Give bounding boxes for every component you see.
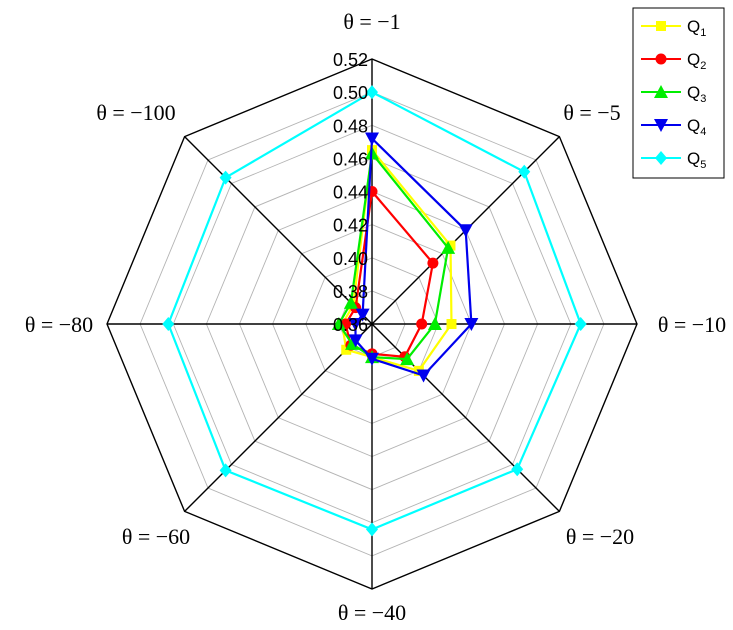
legend-label-q5: Q [687, 149, 700, 168]
point-q5-4 [366, 522, 378, 537]
legend-entry-q2: Q2 [641, 50, 706, 72]
series-layer [162, 85, 587, 537]
point-q5-0 [366, 85, 378, 100]
point-q5-6 [162, 317, 175, 331]
legend-sub-q1: 1 [700, 27, 706, 39]
point-q4-2 [464, 318, 479, 331]
axis-label-theta-1: θ = −1 [343, 9, 400, 34]
point-q4-4 [365, 352, 379, 366]
svg-text:Q5: Q5 [687, 149, 706, 171]
point-q4-5 [348, 334, 363, 348]
point-q2-2 [416, 318, 428, 330]
tick-label-1: 0.38 [333, 282, 368, 302]
spoke-5 [184, 323, 373, 512]
tick-label-3: 0.42 [333, 216, 368, 236]
point-q3-6 [331, 317, 346, 330]
point-q3-1 [441, 240, 456, 254]
axis-labels: θ = −1 θ = −5 θ = −10 θ = −20 θ = −40 θ … [25, 9, 726, 625]
point-q5-1 [518, 164, 531, 179]
legend-label-q1: Q [687, 17, 700, 36]
point-q4-6 [348, 318, 363, 331]
svg-text:Q1: Q1 [687, 17, 706, 39]
tick-label-4: 0.44 [333, 183, 368, 203]
point-q5-3 [511, 462, 524, 477]
legend-entry-q4: Q4 [641, 116, 706, 138]
legend: Q1 Q2 Q3 Q4 Q5 [632, 7, 725, 179]
spoke-3 [371, 323, 560, 512]
series-q4 [348, 132, 479, 383]
axis-label-theta-40: θ = −40 [338, 600, 406, 625]
point-q3-3 [400, 352, 415, 366]
spoke-7 [184, 136, 373, 325]
point-q5-5 [219, 463, 232, 478]
legend-label-q3: Q [687, 83, 700, 102]
legend-sub-q5: 5 [700, 159, 706, 171]
point-q5-2 [574, 317, 587, 331]
tick-label-8: 0.52 [333, 50, 368, 70]
point-q3-2 [427, 317, 442, 330]
legend-sub-q3: 3 [700, 93, 706, 105]
legend-marker-q3 [654, 85, 668, 98]
tick-label-2: 0.40 [333, 249, 368, 269]
radial-tick-labels: 0.36 0.38 0.40 0.42 0.44 0.46 0.48 0.50 … [333, 50, 368, 335]
tick-label-0: 0.36 [333, 315, 368, 335]
svg-text:Q3: Q3 [687, 83, 706, 105]
legend-label-q2: Q [687, 50, 700, 69]
axis-label-theta-60: θ = −60 [122, 524, 190, 549]
legend-sub-q4: 4 [700, 126, 706, 138]
axis-label-theta-80: θ = −80 [25, 312, 93, 337]
tick-label-6: 0.48 [333, 116, 368, 136]
legend-entry-q5: Q5 [641, 149, 706, 171]
point-q1-2 [446, 319, 457, 329]
point-q4-1 [458, 224, 473, 238]
axis-label-theta-5: θ = −5 [563, 100, 620, 125]
series-q5 [162, 85, 587, 537]
tick-label-5: 0.46 [333, 149, 368, 169]
point-q2-1 [427, 257, 439, 269]
legend-entry-q1: Q1 [641, 17, 706, 39]
legend-marker-q5 [655, 151, 667, 165]
point-q4-3 [416, 369, 431, 383]
legend-sub-q2: 2 [700, 60, 706, 72]
svg-text:Q2: Q2 [687, 50, 706, 72]
axis-label-theta-10: θ = −10 [658, 312, 726, 337]
legend-marker-q1 [656, 21, 666, 31]
svg-text:Q4: Q4 [687, 116, 706, 138]
axis-label-theta-100: θ = −100 [96, 100, 175, 125]
legend-entry-q3: Q3 [641, 83, 706, 105]
legend-label-q4: Q [687, 116, 700, 135]
legend-marker-q2 [655, 53, 667, 65]
point-q4-0 [365, 132, 379, 146]
axis-label-theta-20: θ = −20 [566, 524, 634, 549]
tick-label-7: 0.50 [333, 83, 368, 103]
legend-marker-q4 [654, 119, 668, 132]
point-q4-7 [355, 308, 370, 322]
point-q5-7 [219, 170, 232, 185]
point-q3-7 [343, 295, 358, 309]
